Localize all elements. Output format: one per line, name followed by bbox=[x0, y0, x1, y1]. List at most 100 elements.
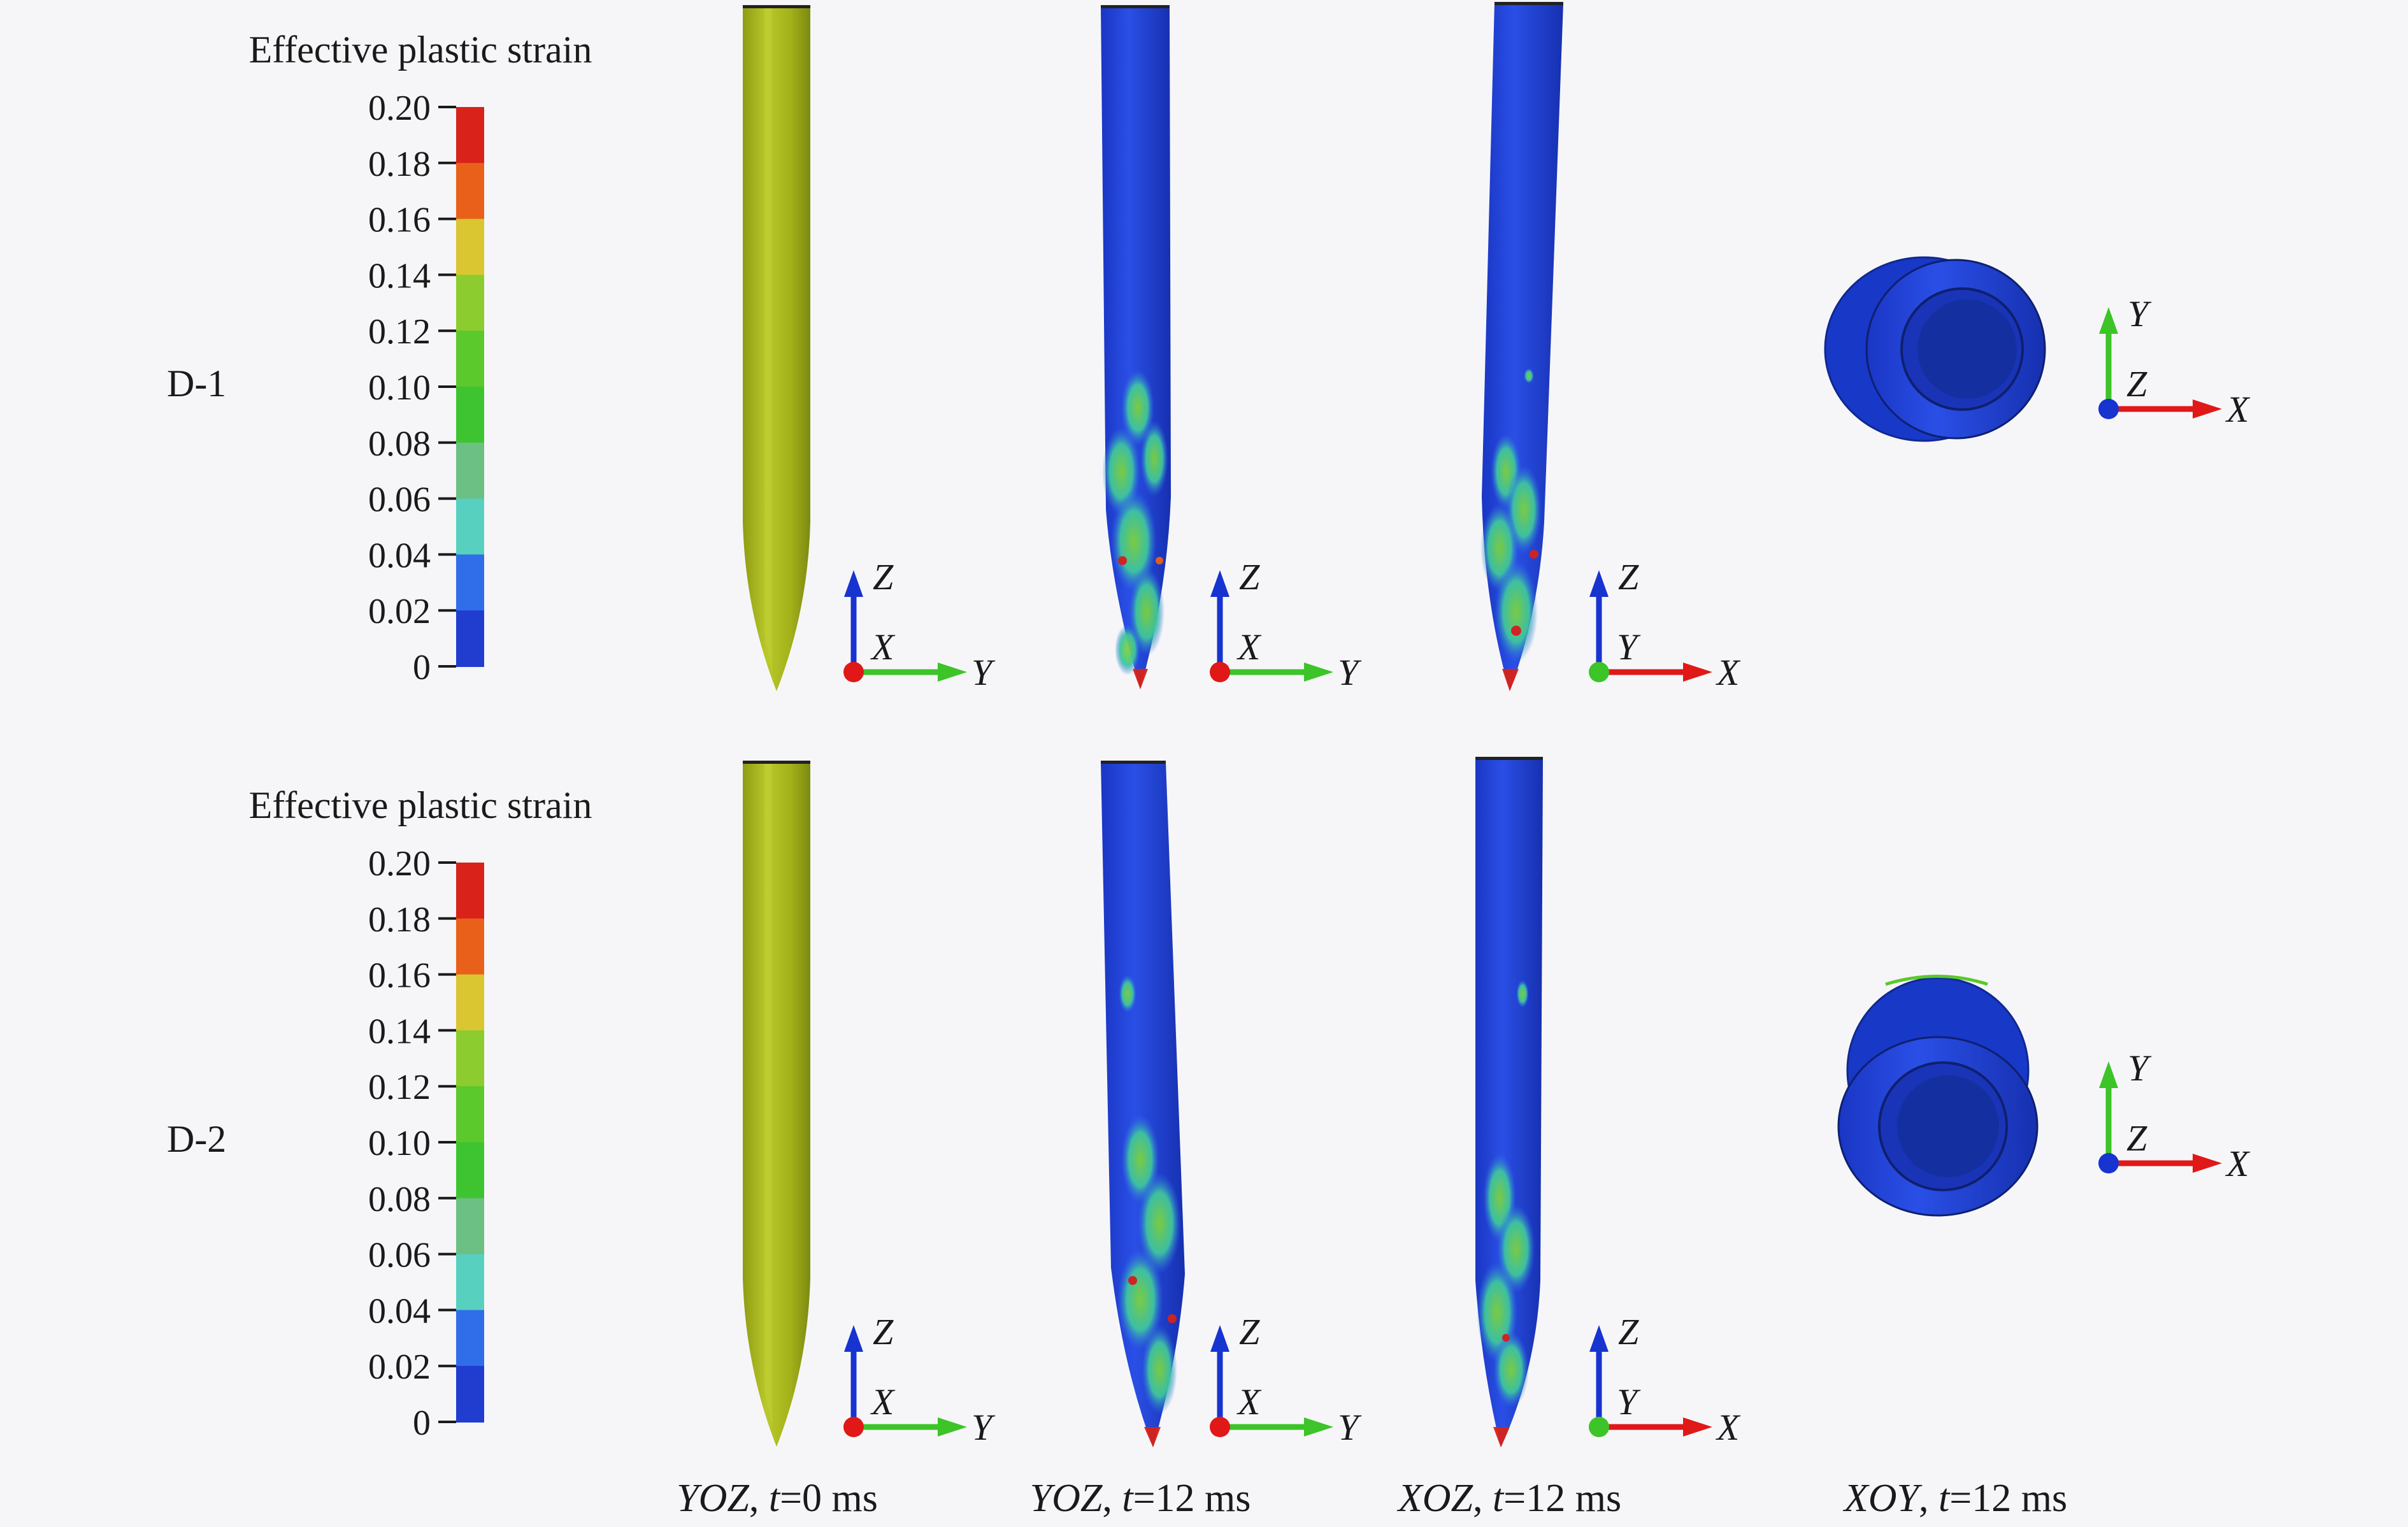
axis-triad: ZX Y bbox=[1210, 1311, 1362, 1448]
axis-label-right: X bbox=[2225, 389, 2251, 430]
axis-arrowhead-right bbox=[1304, 1417, 1333, 1437]
axis-label-right: Y bbox=[1338, 652, 1362, 693]
axis-label-center: Z bbox=[2126, 363, 2147, 405]
colorbar-swatches bbox=[456, 863, 484, 1423]
caption-1: YOZ, t=0 ms bbox=[677, 1477, 878, 1520]
colorbar-tick-label: 0.06 bbox=[368, 480, 431, 520]
row-d2: Effective plastic strain 0.20 0.18 0.16 0.1… bbox=[167, 757, 2039, 1447]
colorbar-swatch bbox=[456, 974, 484, 1031]
colorbar-tick-label: 0.10 bbox=[368, 1124, 431, 1163]
colorbar-swatch bbox=[456, 918, 484, 975]
axis-label-right: X bbox=[2225, 1143, 2251, 1184]
captions: YOZ, t=0 ms YOZ, t=12 ms XOZ, t=12 ms XO… bbox=[677, 1477, 2067, 1520]
projectile-deformed-yoz bbox=[1101, 5, 1171, 689]
axis-arrowhead-up bbox=[1589, 1325, 1609, 1352]
row-label: D-1 bbox=[167, 362, 226, 405]
colorbar-tick-label: 0.10 bbox=[368, 368, 431, 408]
colorbar-tick-label: 0.04 bbox=[368, 536, 431, 575]
colorbar-tick-label: 0.04 bbox=[368, 1291, 431, 1331]
axis-label-up: Z bbox=[873, 1311, 894, 1352]
axis-label-center: X bbox=[870, 1381, 896, 1423]
colorbar-ticks: 0.20 0.18 0.16 0.14 0.12 0.10 0.08 0.06 0.04 0.02… bbox=[368, 844, 456, 1443]
axis-origin bbox=[1589, 662, 1609, 682]
axis-label-up: Y bbox=[2128, 1047, 2152, 1089]
axis-triad: YZ X bbox=[2098, 293, 2251, 430]
axis-label-up: Z bbox=[873, 556, 894, 598]
axis-arrowhead-up bbox=[1210, 570, 1229, 597]
colorbar-swatch bbox=[456, 1366, 484, 1423]
colorbar-swatch bbox=[456, 162, 484, 220]
axis-label-up: Y bbox=[2128, 293, 2152, 334]
axis-triad: ZX Y bbox=[1210, 556, 1362, 693]
axis-label-right: Y bbox=[1338, 1407, 1362, 1448]
colorbar-tick-label: 0.08 bbox=[368, 1180, 431, 1219]
axis-origin bbox=[843, 662, 864, 682]
colorbar-swatches bbox=[456, 107, 484, 667]
axis-label-up: Z bbox=[1618, 556, 1639, 598]
axis-label-up: Z bbox=[1239, 1311, 1260, 1352]
colorbar-tick-label: 0.06 bbox=[368, 1236, 431, 1275]
axis-label-center: Y bbox=[1617, 626, 1641, 668]
axis-arrowhead-right bbox=[938, 1417, 967, 1437]
colorbar-tick-label: 0.20 bbox=[368, 89, 431, 128]
colorbar-swatch bbox=[456, 863, 484, 919]
colorbar-swatch bbox=[456, 610, 484, 667]
axis-label-up: Z bbox=[1239, 556, 1260, 598]
axis-label-right: Y bbox=[971, 652, 996, 693]
axis-label-center: Y bbox=[1617, 1381, 1641, 1423]
axis-label-up: Z bbox=[1618, 1311, 1639, 1352]
colorbar-tick-label: 0.16 bbox=[368, 956, 431, 996]
colorbar-tick-label: 0.20 bbox=[368, 844, 431, 884]
colorbar-tick-label: 0.18 bbox=[368, 900, 431, 940]
axis-label-right: X bbox=[1716, 1407, 1741, 1448]
projectile-deformed-yoz bbox=[1101, 761, 1185, 1447]
axis-origin bbox=[1589, 1417, 1609, 1437]
axis-triad: ZY X bbox=[1589, 556, 1741, 693]
axis-arrowhead-up bbox=[1589, 570, 1609, 597]
axis-origin bbox=[843, 1417, 864, 1437]
row-label: D-2 bbox=[167, 1118, 226, 1160]
axis-origin bbox=[2098, 1153, 2119, 1173]
axis-triad: YZ X bbox=[2098, 1047, 2251, 1184]
axis-triad: ZX Y bbox=[843, 556, 996, 693]
row-d1: Effective plastic strain 0.20 0.18 0.16 0.1… bbox=[167, 2, 2046, 691]
axis-arrowhead-right bbox=[2193, 1154, 2222, 1173]
colorbar-tick-label: 0.08 bbox=[368, 424, 431, 464]
axis-arrowhead-right bbox=[1683, 1417, 1712, 1437]
projectile-undeformed bbox=[743, 5, 810, 691]
projectile-deformed-xoz bbox=[1480, 2, 1563, 691]
colorbar-tick-label: 0.12 bbox=[368, 312, 431, 352]
colorbar-swatch bbox=[456, 1310, 484, 1367]
axis-label-right: Y bbox=[971, 1407, 996, 1448]
axis-arrowhead-right bbox=[1683, 663, 1712, 682]
axis-label-center: Z bbox=[2126, 1117, 2147, 1159]
colorbar-swatch bbox=[456, 331, 484, 387]
colorbar-swatch bbox=[456, 219, 484, 276]
cross-section-xoy-d2 bbox=[1837, 975, 2039, 1217]
colorbar-tick-label: 0 bbox=[413, 648, 431, 687]
axis-arrowhead-up bbox=[2099, 1061, 2118, 1088]
caption-4: XOY, t=12 ms bbox=[1842, 1477, 2067, 1520]
colorbar-d2: Effective plastic strain 0.20 0.18 0.16 0.1… bbox=[249, 784, 592, 1443]
colorbar-d1: Effective plastic strain 0.20 0.18 0.16 0.1… bbox=[249, 29, 592, 687]
axis-label-center: X bbox=[1236, 626, 1262, 668]
colorbar-swatch bbox=[456, 1030, 484, 1087]
axis-arrowhead-right bbox=[1304, 663, 1333, 682]
axis-arrowhead-up bbox=[2099, 307, 2118, 334]
axis-triad: ZX Y bbox=[843, 1311, 996, 1448]
colorbar-tick-label: 0.14 bbox=[368, 1012, 431, 1051]
colorbar-tick-label: 0.02 bbox=[368, 1347, 431, 1387]
colorbar-swatch bbox=[456, 1198, 484, 1255]
colorbar-swatch bbox=[456, 1254, 484, 1311]
projectile-undeformed bbox=[743, 761, 810, 1447]
colorbar-swatch bbox=[456, 387, 484, 443]
colorbar-swatch bbox=[456, 1086, 484, 1143]
projectile-deformed-xoz bbox=[1475, 757, 1543, 1447]
axis-triad: ZY X bbox=[1589, 1311, 1741, 1448]
colorbar-tick-label: 0 bbox=[413, 1403, 431, 1443]
cross-section-xoy-d1 bbox=[1824, 256, 2046, 442]
axis-arrowhead-right bbox=[938, 663, 967, 682]
colorbar-swatch bbox=[456, 275, 484, 332]
colorbar-title: Effective plastic strain bbox=[249, 784, 592, 826]
